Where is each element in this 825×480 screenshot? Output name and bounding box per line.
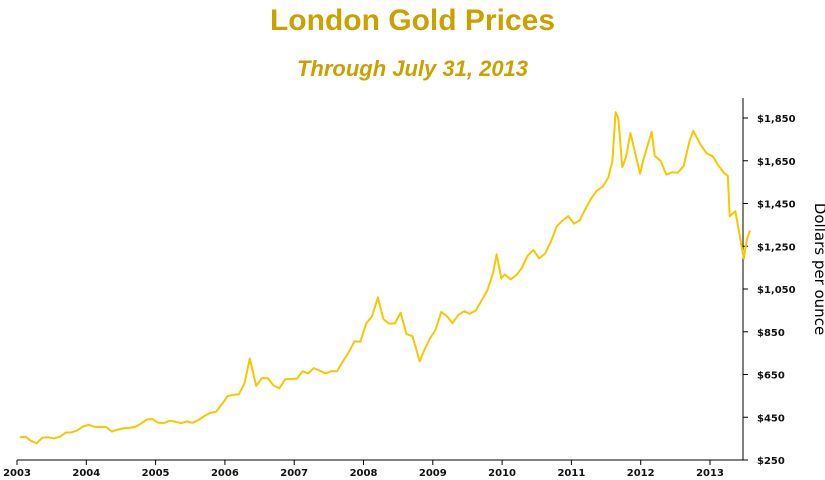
x-tick-label: 2008 bbox=[350, 468, 378, 479]
y-tick-label: $1,850 bbox=[757, 114, 796, 125]
chart-subtitle: Through July 31, 2013 bbox=[296, 56, 529, 81]
y-tick-label: $1,050 bbox=[757, 285, 796, 296]
y-tick-label: $1,650 bbox=[757, 157, 796, 168]
x-tick-label: 2003 bbox=[3, 468, 31, 479]
x-tick-label: 2012 bbox=[627, 468, 655, 479]
gold-price-line bbox=[19, 111, 752, 445]
y-tick-label: $650 bbox=[757, 371, 785, 382]
x-tick-label: 2004 bbox=[72, 468, 100, 479]
x-tick-label: 2011 bbox=[557, 468, 585, 479]
x-tick-label: 2013 bbox=[696, 468, 724, 479]
x-tick-label: 2007 bbox=[280, 468, 308, 479]
y-tick-label: $1,250 bbox=[757, 242, 796, 253]
y-tick-label: $850 bbox=[757, 328, 785, 339]
y-tick-label: $250 bbox=[757, 456, 785, 467]
x-tick-label: 2010 bbox=[488, 468, 516, 479]
x-tick-label: 2006 bbox=[211, 468, 239, 479]
x-tick-label: 2005 bbox=[142, 468, 170, 479]
x-tick-label: 2009 bbox=[419, 468, 447, 479]
chart-title: London Gold Prices bbox=[269, 4, 555, 37]
y-tick-label: $1,450 bbox=[757, 200, 796, 211]
y-tick-label: $450 bbox=[757, 413, 785, 424]
